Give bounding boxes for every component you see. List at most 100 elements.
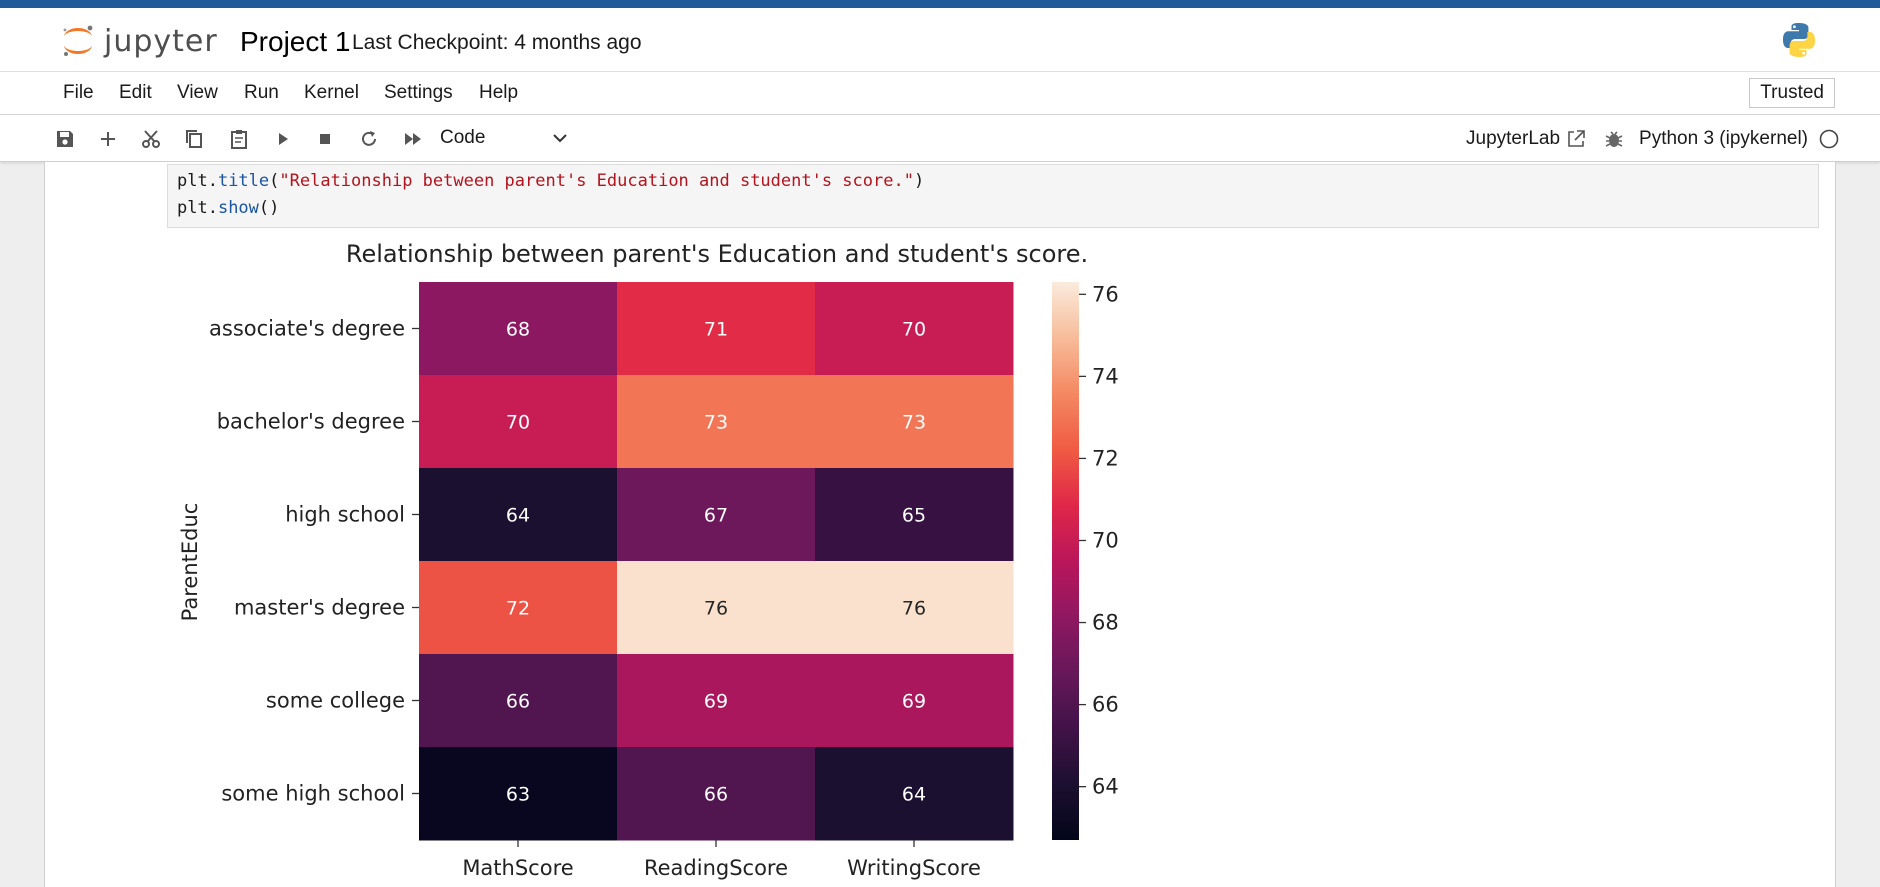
x-tick-label: WritingScore — [847, 856, 981, 880]
save-button[interactable] — [53, 127, 77, 151]
heatmap-cell — [617, 747, 816, 841]
x-tick-label: MathScore — [462, 856, 573, 880]
heatmap-chart: Relationship between parent's Education … — [178, 240, 1119, 880]
debugger-bug-icon[interactable] — [1603, 128, 1625, 150]
code-token: ( — [269, 171, 280, 191]
code-cell-input[interactable]: plt.title("Relationship between parent's… — [167, 164, 1819, 228]
heatmap-cell — [815, 747, 1014, 841]
save-icon — [57, 131, 73, 147]
heatmap-cell — [419, 468, 618, 562]
heatmap-cell — [419, 654, 618, 748]
y-tick-label: master's degree — [234, 596, 405, 620]
menu-kernel[interactable]: Kernel — [304, 82, 359, 103]
menu-settings[interactable]: Settings — [384, 82, 453, 103]
interrupt-button[interactable] — [313, 127, 337, 151]
menu-file[interactable]: File — [63, 82, 94, 103]
cell-value-label: 66 — [704, 784, 728, 806]
cell-value-label: 69 — [902, 691, 926, 713]
y-tick-label: bachelor's degree — [217, 410, 405, 434]
cell-value-label: 73 — [902, 412, 926, 434]
heatmap-cell — [815, 561, 1014, 655]
code-token: title — [217, 171, 270, 191]
menu-run[interactable]: Run — [244, 82, 279, 103]
jupyter-logo[interactable]: jupyter — [60, 22, 220, 60]
restart-icon — [362, 131, 376, 146]
colorbar-tick-label: 64 — [1092, 775, 1119, 799]
kernel-status-idle-icon — [1819, 129, 1839, 149]
heatmap-cell — [815, 468, 1014, 562]
cut-icon — [142, 130, 160, 148]
y-axis-label: ParentEduc — [178, 503, 202, 622]
cell-value-label: 68 — [506, 319, 530, 341]
cell-value-label: 64 — [506, 505, 530, 527]
python-logo-icon — [1783, 23, 1815, 57]
notebook-toolbar: Code JupyterLab Python 3 (ipykernel) — [0, 115, 1880, 162]
cell-value-label: 65 — [902, 505, 926, 527]
last-checkpoint: Last Checkpoint: 4 months ago — [352, 31, 642, 54]
menu-help[interactable]: Help — [479, 82, 519, 103]
cell-value-label: 70 — [506, 412, 530, 434]
x-tick-labels: MathScore ReadingScore WritingScore — [462, 840, 981, 880]
heatmap-cell — [617, 375, 816, 469]
copy-button[interactable] — [182, 127, 206, 151]
heatmap-cell — [419, 747, 618, 841]
cell-value-label: 64 — [902, 784, 926, 806]
add-cell-button[interactable] — [96, 127, 120, 151]
heatmap-cell — [617, 468, 816, 562]
y-tick-label: high school — [285, 503, 405, 527]
jupyterlab-link[interactable]: JupyterLab — [1466, 128, 1561, 149]
colorbar-tick-label: 70 — [1092, 528, 1119, 552]
code-token: "Relationship between parent's Education… — [279, 171, 914, 191]
heatmap-cells: 68 71 70 70 73 73 64 67 65 72 76 76 66 69 69 63 66 64 — [419, 282, 1014, 841]
cell-value-label: 72 — [506, 598, 530, 620]
heatmap-cell — [815, 375, 1014, 469]
x-tick-label: ReadingScore — [644, 856, 788, 880]
heatmap-cell — [419, 561, 618, 655]
heatmap-cell — [617, 561, 816, 655]
cell-value-label: 66 — [506, 691, 530, 713]
heatmap-cell — [419, 282, 618, 376]
y-tick-labels: associate's degree bachelor's degree high … — [209, 317, 419, 806]
run-button[interactable] — [271, 127, 295, 151]
kernel-name[interactable]: Python 3 (ipykernel) — [1639, 128, 1808, 149]
cell-value-label: 76 — [704, 598, 728, 620]
restart-run-all-button[interactable] — [401, 127, 425, 151]
copy-icon — [186, 130, 202, 148]
y-tick-label: some high school — [221, 782, 405, 806]
trusted-indicator[interactable]: Trusted — [1749, 78, 1835, 108]
colorbar-tick-label: 72 — [1092, 446, 1119, 470]
colorbar-tick-label: 74 — [1092, 364, 1119, 388]
chart-title: Relationship between parent's Education … — [346, 240, 1088, 268]
cut-button[interactable] — [139, 127, 163, 151]
chevron-down-icon — [553, 134, 567, 143]
menu-bar: File Edit View Run Kernel Settings Help … — [0, 72, 1880, 115]
code-token: ) — [913, 171, 925, 191]
heatmap-cell — [617, 654, 816, 748]
heatmap-cell — [815, 654, 1014, 748]
notebook-title[interactable]: Project 1 — [240, 26, 351, 57]
paste-button[interactable] — [227, 127, 251, 151]
cell-value-label: 63 — [506, 784, 530, 806]
cell-value-label: 76 — [902, 598, 926, 620]
heatmap-cell — [419, 375, 618, 469]
code-line-2: plt.show() — [177, 198, 279, 218]
code-line-1: plt.title("Relationship between parent's… — [177, 171, 924, 191]
fast-forward-icon — [405, 133, 421, 145]
cell-type-select[interactable]: Code — [440, 123, 570, 153]
menu-edit[interactable]: Edit — [119, 82, 152, 103]
restart-button[interactable] — [357, 127, 381, 151]
code-token: plt. — [177, 171, 218, 191]
colorbar: 64 66 68 70 72 74 76 — [1052, 282, 1119, 840]
notebook-header: jupyter Project 1 Last Checkpoint: 4 mon… — [0, 8, 1880, 72]
code-token: plt. — [177, 198, 218, 218]
heatmap-cell — [617, 282, 816, 376]
stop-icon — [320, 134, 330, 144]
heatmap-cell — [815, 282, 1014, 376]
cell-type-value: Code — [440, 127, 486, 148]
cell-value-label: 67 — [704, 505, 728, 527]
colorbar-tick-label: 76 — [1092, 282, 1119, 306]
external-link-icon[interactable] — [1565, 128, 1587, 150]
top-accent-bar — [0, 0, 1880, 8]
menu-view[interactable]: View — [177, 82, 218, 103]
cell-value-label: 70 — [902, 319, 926, 341]
